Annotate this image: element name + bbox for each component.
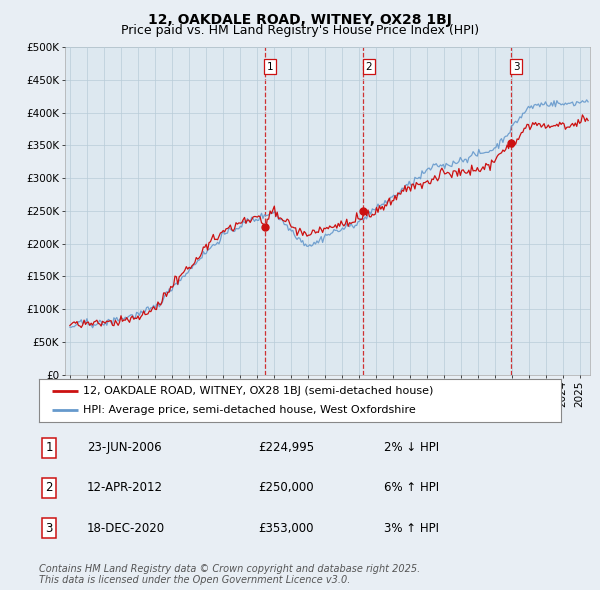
Text: 23-JUN-2006: 23-JUN-2006 <box>87 441 161 454</box>
Text: 3: 3 <box>513 62 520 72</box>
Text: 1: 1 <box>267 62 274 72</box>
Text: 2: 2 <box>365 62 372 72</box>
Text: 2: 2 <box>46 481 53 494</box>
Text: Contains HM Land Registry data © Crown copyright and database right 2025.
This d: Contains HM Land Registry data © Crown c… <box>39 563 420 585</box>
Text: 6% ↑ HPI: 6% ↑ HPI <box>384 481 439 494</box>
Text: 1: 1 <box>46 441 53 454</box>
Text: £353,000: £353,000 <box>258 522 314 535</box>
Text: £224,995: £224,995 <box>258 441 314 454</box>
Text: £250,000: £250,000 <box>258 481 314 494</box>
Text: 3% ↑ HPI: 3% ↑ HPI <box>384 522 439 535</box>
Text: 3: 3 <box>46 522 53 535</box>
Text: 12, OAKDALE ROAD, WITNEY, OX28 1BJ: 12, OAKDALE ROAD, WITNEY, OX28 1BJ <box>148 13 452 27</box>
Text: 2% ↓ HPI: 2% ↓ HPI <box>384 441 439 454</box>
Text: HPI: Average price, semi-detached house, West Oxfordshire: HPI: Average price, semi-detached house,… <box>83 405 416 415</box>
Text: 12, OAKDALE ROAD, WITNEY, OX28 1BJ (semi-detached house): 12, OAKDALE ROAD, WITNEY, OX28 1BJ (semi… <box>83 386 434 396</box>
Text: Price paid vs. HM Land Registry's House Price Index (HPI): Price paid vs. HM Land Registry's House … <box>121 24 479 37</box>
Text: 18-DEC-2020: 18-DEC-2020 <box>87 522 165 535</box>
Text: 12-APR-2012: 12-APR-2012 <box>87 481 163 494</box>
